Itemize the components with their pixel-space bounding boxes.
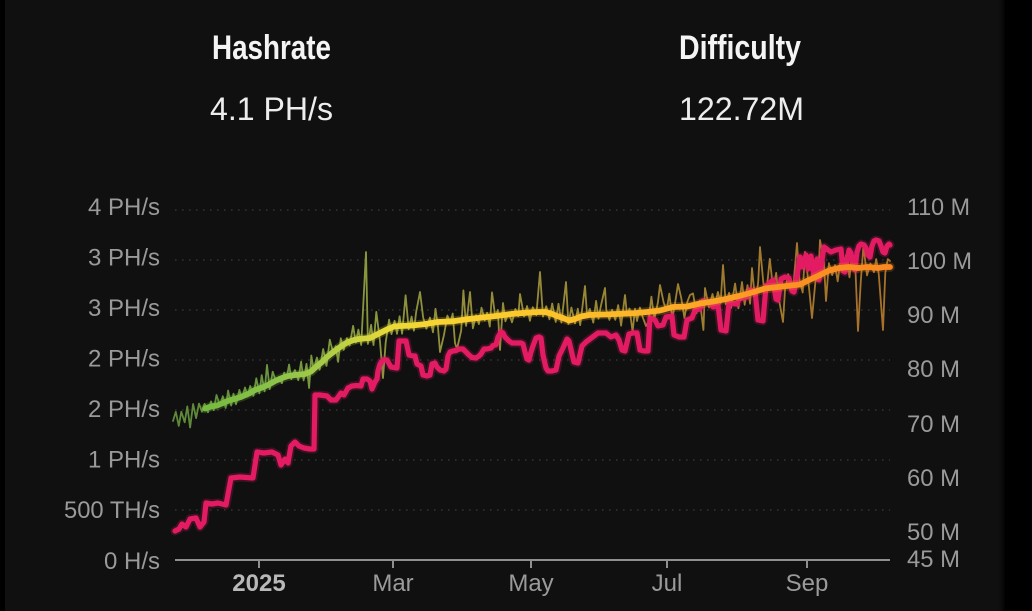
svg-text:2025: 2025 bbox=[232, 570, 285, 597]
svg-text:Hashrate: Hashrate bbox=[212, 29, 331, 67]
svg-text:50 M: 50 M bbox=[907, 519, 960, 546]
svg-text:Sep: Sep bbox=[786, 570, 829, 597]
svg-text:4 PH/s: 4 PH/s bbox=[88, 194, 160, 221]
svg-text:100 M: 100 M bbox=[907, 248, 972, 275]
svg-text:Jul: Jul bbox=[652, 570, 683, 597]
svg-text:110 M: 110 M bbox=[907, 194, 970, 221]
svg-text:Mar: Mar bbox=[372, 570, 413, 597]
svg-text:4.1 PH/s: 4.1 PH/s bbox=[210, 91, 333, 127]
svg-text:70 M: 70 M bbox=[907, 411, 960, 438]
svg-text:80 M: 80 M bbox=[907, 356, 960, 383]
svg-text:122.72M: 122.72M bbox=[679, 91, 804, 127]
svg-text:May: May bbox=[508, 570, 553, 597]
svg-text:500 TH/s: 500 TH/s bbox=[64, 497, 160, 524]
svg-text:45 M: 45 M bbox=[907, 546, 960, 573]
svg-text:2 PH/s: 2 PH/s bbox=[88, 396, 160, 423]
svg-text:2 PH/s: 2 PH/s bbox=[88, 346, 160, 373]
svg-text:0 H/s: 0 H/s bbox=[104, 548, 160, 575]
svg-text:1 PH/s: 1 PH/s bbox=[88, 447, 160, 474]
svg-text:Difficulty: Difficulty bbox=[679, 29, 801, 67]
svg-text:90 M: 90 M bbox=[907, 302, 960, 329]
svg-text:3 PH/s: 3 PH/s bbox=[88, 295, 160, 322]
svg-text:60 M: 60 M bbox=[907, 465, 960, 492]
svg-text:3 PH/s: 3 PH/s bbox=[88, 245, 160, 272]
